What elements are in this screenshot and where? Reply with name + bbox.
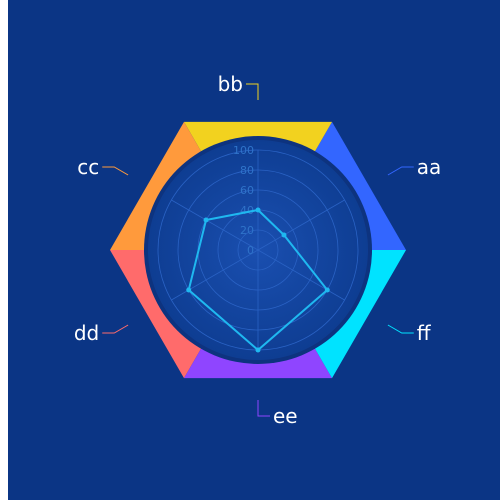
data-point-bb <box>255 207 261 213</box>
data-point-aa <box>281 232 287 238</box>
indicator-label-dd: dd <box>74 321 99 345</box>
tick-label: 60 <box>240 184 254 197</box>
indicator-label-ff: ff <box>417 321 432 345</box>
leader-line-dd <box>102 324 129 334</box>
tick-label: 80 <box>240 164 254 177</box>
indicator-label-cc: cc <box>77 155 99 179</box>
ring-segment-dd <box>110 250 201 379</box>
axis-spoke-cc <box>171 199 259 251</box>
indicator-labels: aa bb cc dd ee ff <box>74 72 441 428</box>
leader-line-bb <box>246 83 259 100</box>
axis-spoke-ff <box>257 249 345 301</box>
ring-segment-aa <box>315 121 406 250</box>
leader-line-ff <box>387 324 414 334</box>
tick-label: 0 <box>247 244 254 257</box>
data-point-ff <box>324 287 330 293</box>
axis-spoke-aa <box>257 199 345 251</box>
data-point-dd <box>186 287 192 293</box>
ring-segment-ff <box>315 250 406 379</box>
indicator-label-bb: bb <box>218 72 243 96</box>
indicator-label-aa: aa <box>417 155 442 179</box>
data-point-cc <box>203 217 209 223</box>
leader-line-aa <box>387 166 414 176</box>
axis-spoke-dd <box>171 249 259 301</box>
tick-label: 20 <box>240 224 254 237</box>
leader-line-cc <box>102 166 129 176</box>
leader-line-ee <box>257 400 270 417</box>
chart-area: 0 20 40 60 80 100 aa bb cc dd ee ff <box>8 0 500 500</box>
indicator-label-ee: ee <box>273 404 298 428</box>
tick-label: 100 <box>233 144 254 157</box>
ring-segment-cc <box>110 121 201 250</box>
radar-series <box>186 207 330 353</box>
data-point-ee <box>255 347 261 353</box>
